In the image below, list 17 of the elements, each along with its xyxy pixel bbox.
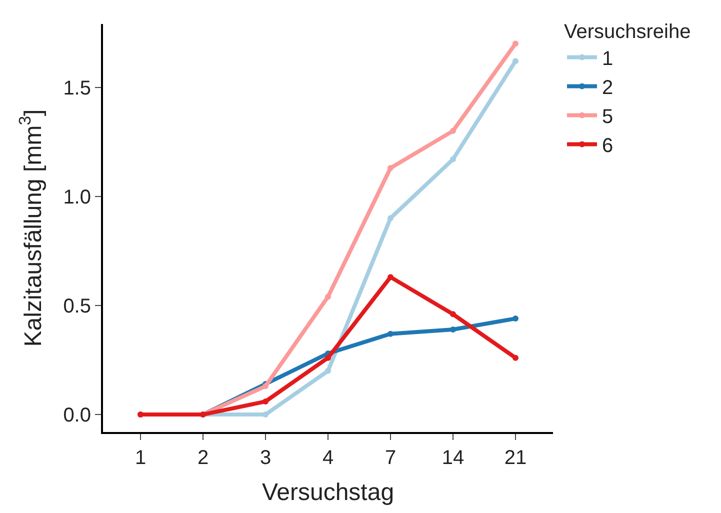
x-tick-label: 2 — [197, 447, 209, 469]
x-axis-title: Versuchstag — [262, 478, 394, 506]
legend-label: 6 — [602, 135, 614, 158]
x-tick-label: 4 — [322, 447, 334, 469]
y-tick-label: 0.0 — [63, 404, 91, 427]
x-tick-label: 14 — [442, 447, 464, 469]
x-tick-label: 7 — [384, 447, 396, 469]
x-tick-label: 21 — [504, 447, 527, 469]
y-tick-label: 0.5 — [63, 295, 91, 318]
y-tick-label: 1.5 — [63, 77, 91, 100]
legend-label: 1 — [602, 48, 614, 70]
x-tick-label: 1 — [134, 447, 146, 469]
legend-label: 2 — [602, 77, 614, 100]
legend-label: 5 — [602, 106, 614, 128]
legend-title: Versuchsreihe — [564, 20, 691, 43]
y-tick-label: 1.0 — [63, 186, 91, 208]
x-tick-label: 3 — [260, 447, 272, 469]
